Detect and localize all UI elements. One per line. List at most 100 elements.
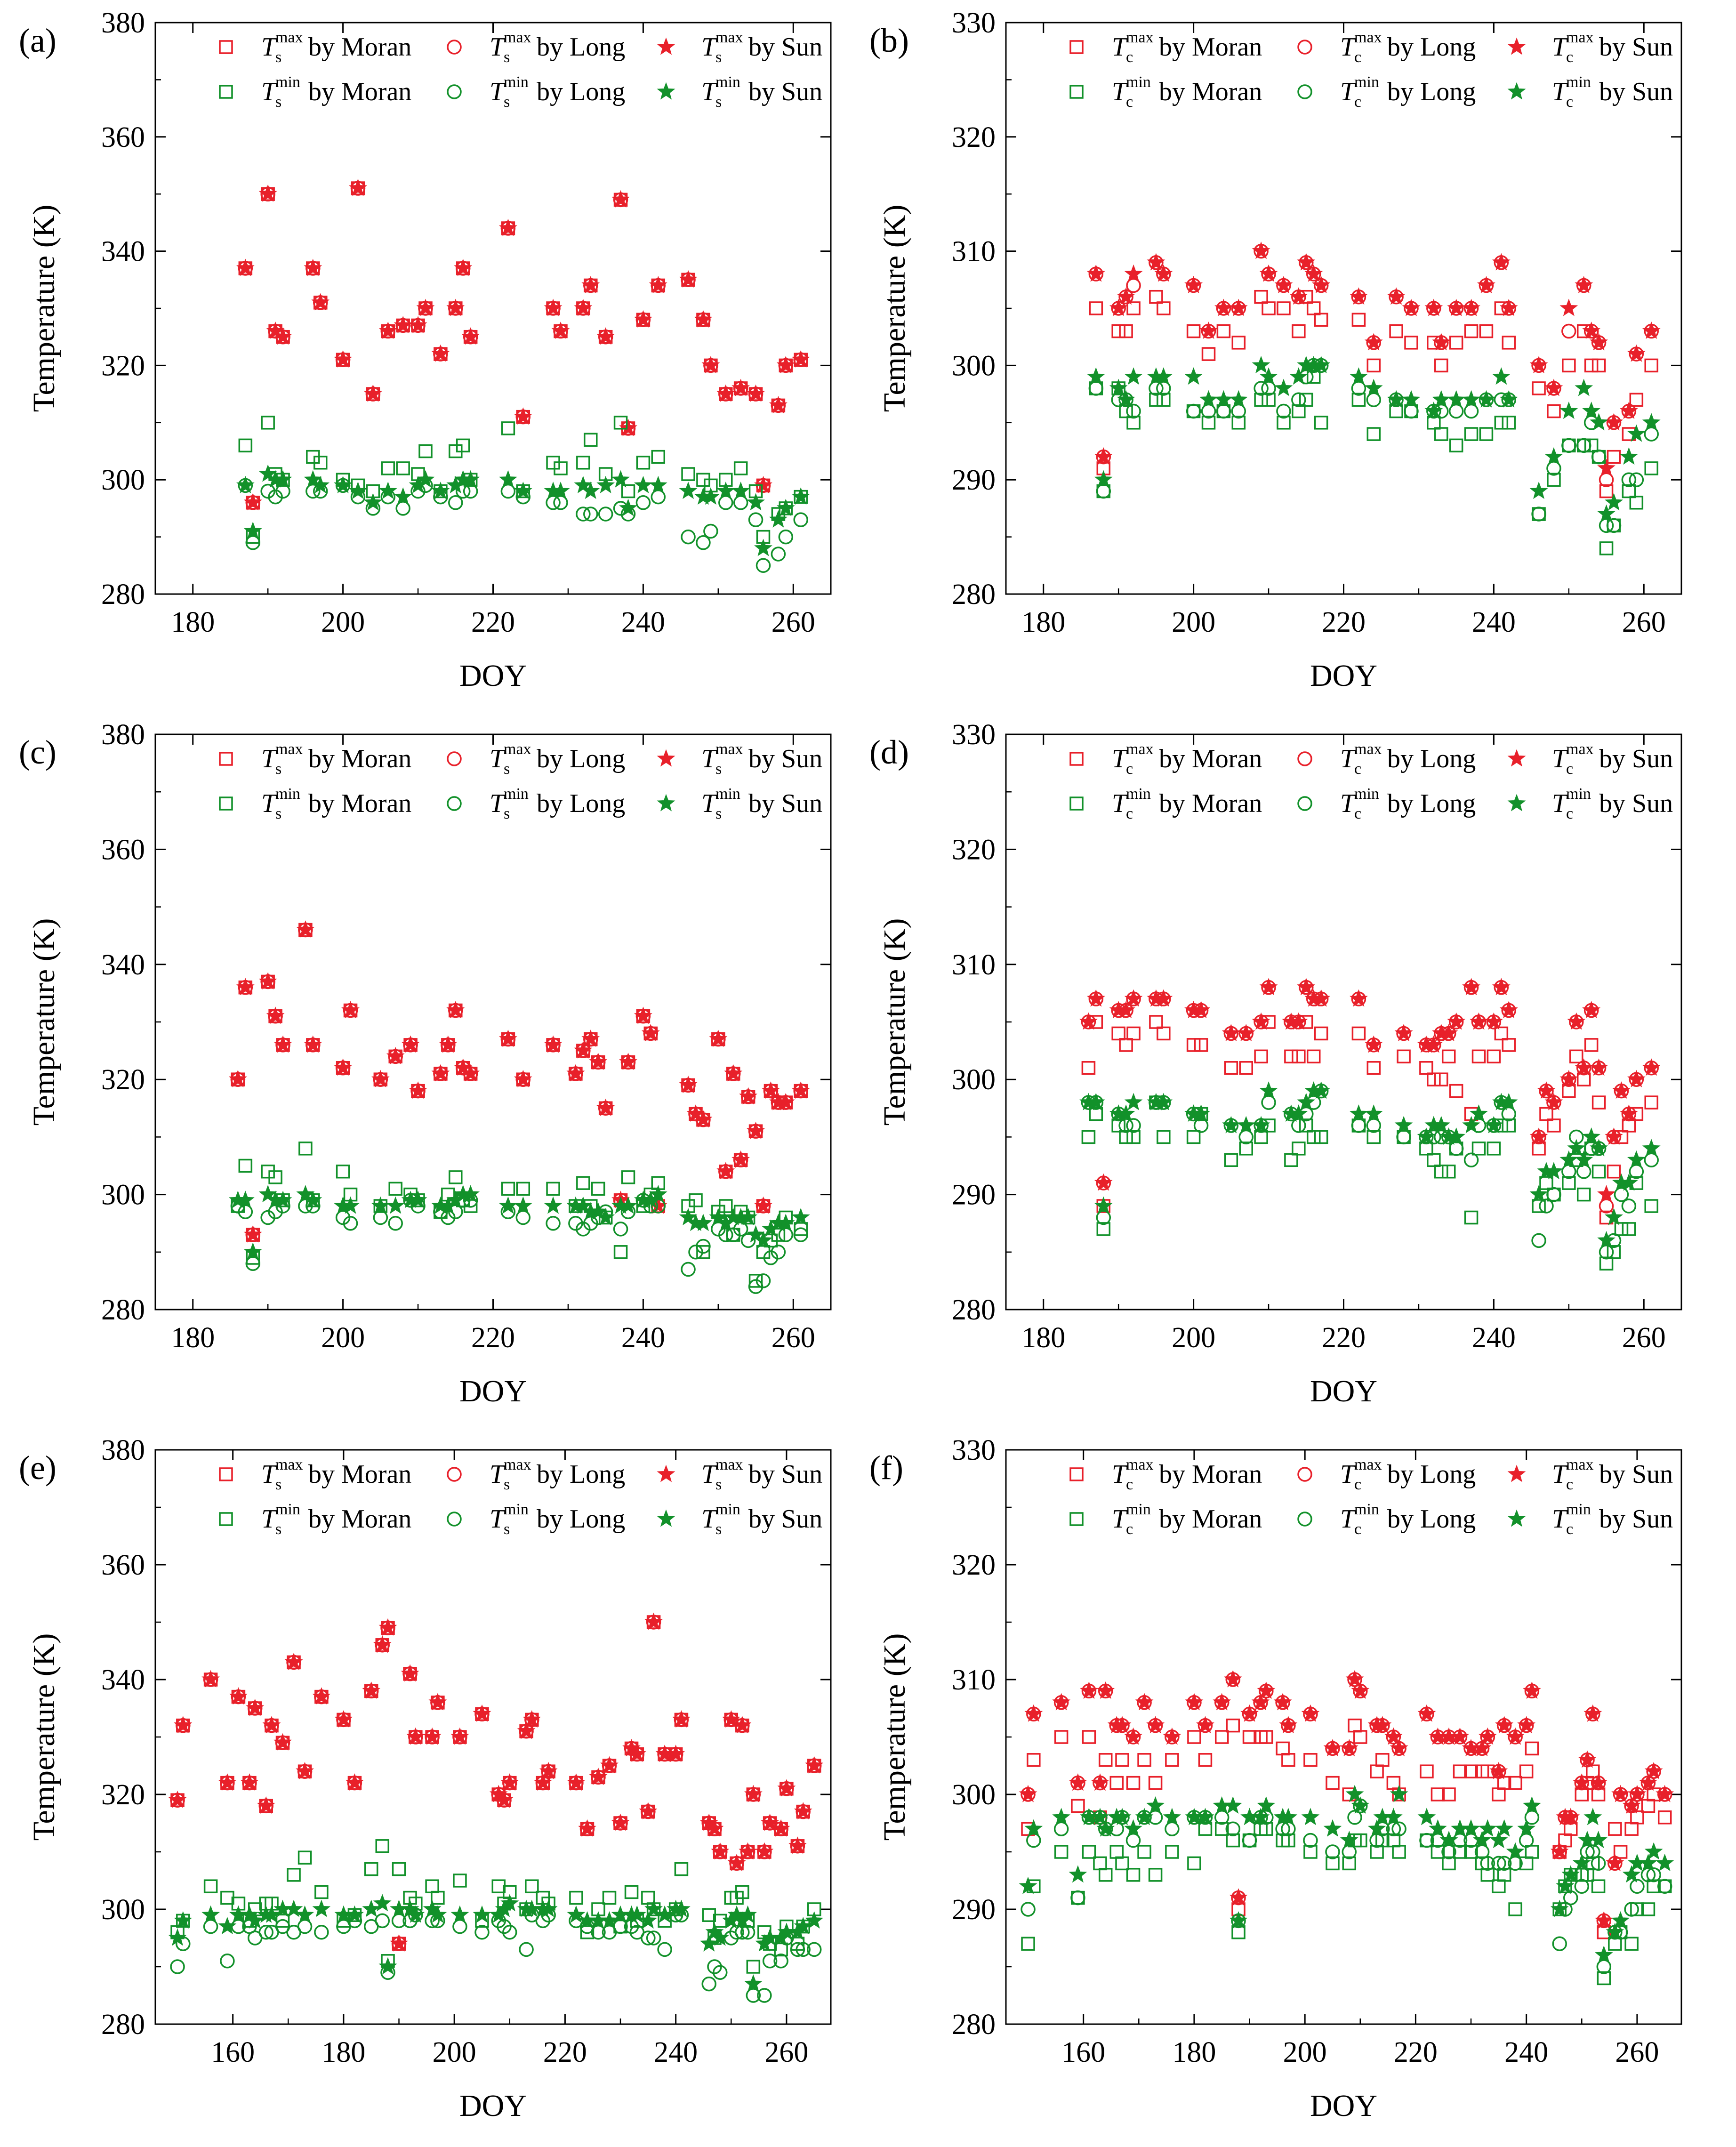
data-point <box>203 1919 218 1934</box>
data-point <box>1605 493 1623 511</box>
panel-c: 180 200 220 240 260 280 300 320 340 360 380 DOY Temp… <box>19 719 832 1408</box>
data-point <box>364 1862 378 1876</box>
data-point <box>334 475 353 493</box>
data-point <box>1464 1764 1478 1778</box>
data-point <box>1590 413 1608 431</box>
data-point <box>1351 381 1366 396</box>
data-point <box>651 450 666 464</box>
data-point <box>1462 978 1480 996</box>
legend-superscript: max <box>1354 1456 1382 1473</box>
data-point <box>1427 1072 1441 1086</box>
data-point <box>1642 1139 1661 1157</box>
data-point <box>500 1894 519 1912</box>
data-point <box>733 1716 752 1734</box>
data-point <box>1314 1026 1328 1041</box>
data-point <box>243 1242 262 1260</box>
legend-marker <box>1069 1512 1084 1526</box>
data-point <box>619 499 637 516</box>
data-point <box>449 1170 463 1184</box>
data-point <box>735 1925 750 1940</box>
data-point <box>672 1710 691 1728</box>
legend: Tc max by Moran Tc max by Long Tc max by Sun Tc mi… <box>1069 29 1673 111</box>
data-point <box>634 475 652 493</box>
data-point <box>1186 403 1201 419</box>
data-point <box>1607 450 1621 464</box>
data-point <box>1479 324 1494 338</box>
data-point <box>727 1853 746 1871</box>
data-point <box>1495 1716 1514 1734</box>
legend: Ts max by Moran Ts max by Long Ts max by Sun Ts mi… <box>219 29 822 111</box>
x-axis-title: DOY <box>459 2089 527 2123</box>
data-point <box>1192 1001 1210 1019</box>
data-point <box>733 461 748 475</box>
data-point <box>378 322 397 339</box>
legend-subscript: c <box>1126 1476 1133 1493</box>
plot-frame <box>154 1449 832 2025</box>
legend-superscript: max <box>275 740 303 758</box>
data-point <box>1563 1890 1578 1906</box>
data-point <box>246 1911 265 1929</box>
data-point <box>1094 470 1113 488</box>
data-point <box>1254 1049 1268 1064</box>
data-point <box>423 1727 442 1745</box>
data-point <box>1624 1902 1639 1917</box>
data-point <box>731 482 750 499</box>
legend-symbol: T <box>1340 1460 1357 1489</box>
data-point <box>1591 449 1607 465</box>
data-point <box>1564 1822 1578 1836</box>
legend-subscript: s <box>715 1520 722 1538</box>
x-tick-label: 260 <box>772 1322 815 1354</box>
data-point <box>1480 1868 1495 1882</box>
data-point <box>1390 1785 1408 1802</box>
data-point <box>1519 1833 1534 1848</box>
data-point <box>1432 1116 1451 1134</box>
data-point <box>1089 301 1103 315</box>
data-point <box>1157 1130 1171 1144</box>
legend-symbol: T <box>1552 789 1568 818</box>
legend-symbol: T <box>701 744 718 773</box>
data-point <box>705 1819 724 1837</box>
data-point <box>448 495 463 510</box>
data-point <box>1644 1199 1658 1213</box>
data-point <box>739 1842 757 1860</box>
legend-marker <box>657 82 675 100</box>
data-point <box>674 1862 689 1876</box>
data-point <box>1611 1911 1630 1929</box>
data-point <box>396 461 410 475</box>
legend-superscript: max <box>715 29 743 46</box>
legend-marker <box>1069 796 1084 811</box>
data-point <box>681 1262 696 1277</box>
y-tick-label: 340 <box>101 236 145 268</box>
legend-marker <box>219 796 233 811</box>
legend-marker <box>219 1467 233 1481</box>
data-point <box>1242 1833 1257 1848</box>
data-point <box>1186 1038 1201 1052</box>
legend-entry-label: by Long <box>1387 1504 1476 1534</box>
data-point <box>1257 1681 1276 1699</box>
data-point <box>778 529 794 545</box>
data-point <box>1624 1937 1639 1951</box>
data-point <box>1628 1785 1647 1802</box>
x-tick-label: 220 <box>1322 606 1366 638</box>
data-point <box>1394 1023 1413 1041</box>
legend-subscript: s <box>275 48 281 66</box>
data-point <box>1639 1773 1657 1791</box>
data-point <box>1239 1142 1253 1156</box>
data-point <box>1622 1796 1641 1814</box>
legend-entry-label: by Moran <box>308 1504 411 1534</box>
data-point <box>266 1006 285 1024</box>
x-tick-label: 180 <box>171 606 215 638</box>
legend-marker <box>1507 749 1526 767</box>
data-point <box>1629 496 1644 510</box>
data-point <box>1366 358 1381 373</box>
legend-subscript: c <box>1354 1476 1361 1493</box>
legend-symbol: T <box>1552 32 1568 62</box>
data-point <box>1582 1127 1601 1145</box>
data-point <box>1539 1107 1553 1121</box>
data-point <box>1226 1833 1240 1848</box>
data-point <box>591 1925 606 1940</box>
legend-subscript: s <box>504 760 510 778</box>
data-point <box>1644 1095 1658 1110</box>
data-point <box>298 1198 313 1214</box>
data-point <box>273 1190 292 1208</box>
